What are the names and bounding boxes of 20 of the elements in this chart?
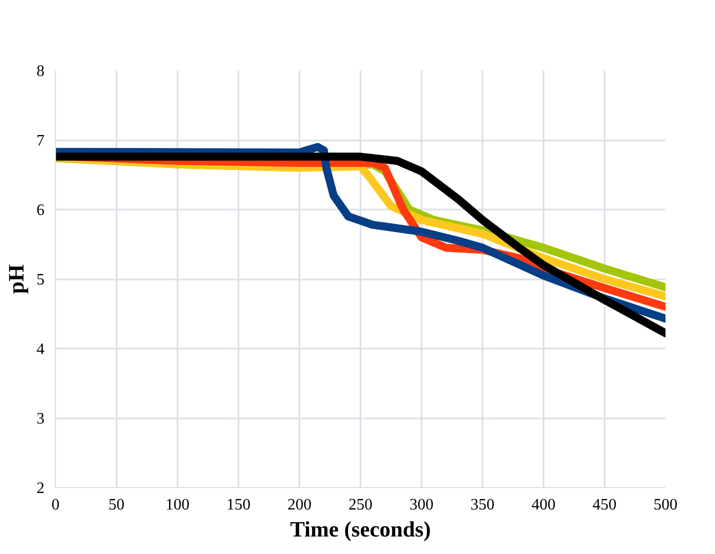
y-axis-title: pH	[4, 264, 28, 294]
y-tick-label: 3	[36, 410, 44, 428]
x-tick-label: 400	[532, 496, 556, 514]
y-tick-label: 2	[36, 480, 44, 497]
x-tick-label: 0	[52, 496, 60, 514]
x-tick-label: 350	[470, 496, 494, 514]
y-tick-label: 6	[36, 202, 44, 219]
x-tick-label: 250	[348, 496, 372, 514]
x-tick-label: 50	[108, 496, 124, 514]
x-tick-label: 300	[410, 496, 434, 514]
x-tick-label: 150	[226, 496, 250, 514]
x-tick-label: 200	[288, 496, 312, 514]
x-tick-label: 450	[592, 496, 616, 514]
y-tick-label: 8	[36, 63, 44, 80]
x-tick-label: 100	[166, 496, 190, 514]
y-tick-label: 4	[36, 341, 44, 358]
x-tick-label: 500	[654, 496, 678, 514]
x-axis-title: Time (seconds)	[290, 516, 431, 542]
y-tick-label: 7	[36, 132, 44, 150]
y-tick-label: 5	[36, 272, 44, 288]
